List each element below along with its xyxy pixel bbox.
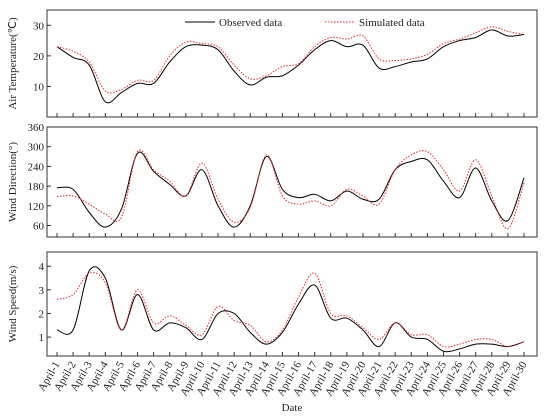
y-tick-label: 360 <box>28 122 45 134</box>
plot-frame <box>46 9 538 118</box>
y-tick-label: 120 <box>28 201 45 213</box>
y-tick-label: 20 <box>33 51 45 63</box>
y-tick-label: 30 <box>33 20 45 32</box>
legend-label: Simulated data <box>359 17 425 29</box>
series-line <box>56 149 525 230</box>
series-line <box>56 266 525 353</box>
y-tick-label: 240 <box>28 161 45 173</box>
y-tick-label: 1 <box>39 332 45 344</box>
series-line <box>56 26 525 94</box>
y-tick-label: 10 <box>33 81 45 93</box>
y-tick-label: 60 <box>33 221 45 233</box>
y-tick-label: 4 <box>39 261 45 273</box>
series-line <box>56 29 525 104</box>
y-axis-label: Air Temperature(℃) <box>7 17 19 110</box>
x-axis-label: Date <box>282 402 303 414</box>
y-tick-label: 2 <box>39 308 45 320</box>
y-axis-label: Wind Speed(m/s) <box>7 265 19 342</box>
series-line <box>56 151 525 228</box>
legend-label: Observed data <box>219 17 282 29</box>
plot-frame <box>46 251 538 357</box>
plot-frame <box>46 126 538 238</box>
series-line <box>56 272 525 348</box>
y-tick-label: 300 <box>28 142 45 154</box>
y-tick-label: 3 <box>39 285 45 297</box>
y-axis-label: Wind Direction(°) <box>7 142 19 222</box>
y-tick-label: 180 <box>28 181 45 193</box>
